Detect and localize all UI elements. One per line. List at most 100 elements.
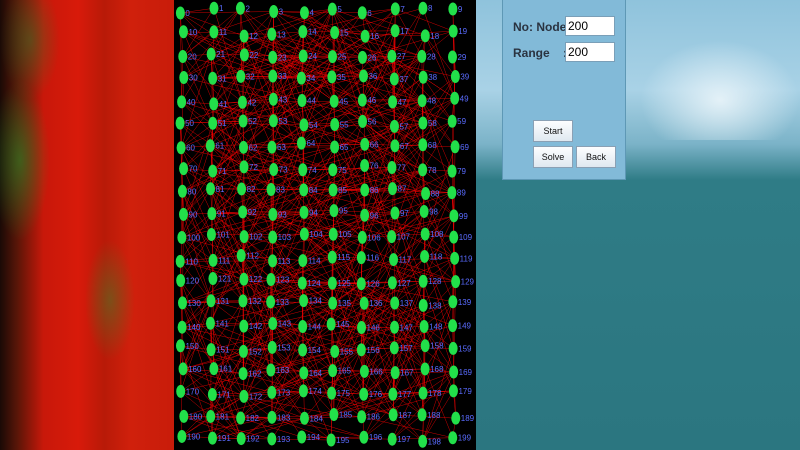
node xyxy=(238,344,248,358)
edge xyxy=(180,300,212,392)
edge xyxy=(243,347,273,397)
edge xyxy=(243,351,305,419)
edge xyxy=(182,323,211,369)
node xyxy=(208,164,218,178)
edge xyxy=(304,8,333,13)
node xyxy=(297,94,307,108)
edge xyxy=(361,257,424,282)
edge xyxy=(210,300,303,327)
node-label: 12 xyxy=(249,32,258,41)
edge xyxy=(364,371,396,373)
node-label: 96 xyxy=(370,211,379,220)
node xyxy=(449,365,459,379)
edge xyxy=(392,77,424,103)
edge xyxy=(302,145,395,170)
edge xyxy=(362,121,396,146)
edge xyxy=(303,101,393,126)
node xyxy=(298,254,308,268)
network-canvas[interactable]: 0 1 2 3 4 5 6 7 8 9 10 11 12 13 14 15 16 17 18 19 20 21 22 23 24… xyxy=(174,0,476,450)
node-label: 109 xyxy=(459,233,473,242)
edge xyxy=(270,349,362,371)
edge xyxy=(180,261,272,280)
node-label: 8 xyxy=(428,4,433,13)
edge xyxy=(303,371,365,392)
node xyxy=(239,272,249,286)
edge xyxy=(392,394,423,415)
edge xyxy=(422,169,453,172)
node xyxy=(299,118,309,132)
node xyxy=(236,69,246,83)
node xyxy=(237,182,247,196)
edge xyxy=(272,146,335,215)
edge xyxy=(272,323,335,352)
edge xyxy=(332,169,426,194)
edge xyxy=(362,56,393,101)
edge xyxy=(334,30,396,102)
edge xyxy=(361,327,364,395)
edge xyxy=(334,100,423,125)
edge xyxy=(270,256,333,280)
edge xyxy=(183,77,213,124)
solve-button[interactable]: Solve xyxy=(533,146,573,168)
edge xyxy=(424,256,455,259)
start-button[interactable]: Start xyxy=(533,120,573,142)
edge xyxy=(364,169,423,191)
range-input[interactable] xyxy=(565,42,615,62)
edge xyxy=(271,76,274,148)
edge xyxy=(244,35,333,57)
node-label: 134 xyxy=(309,297,323,306)
edge xyxy=(183,31,245,56)
node xyxy=(208,272,218,286)
edge xyxy=(332,303,365,371)
edge xyxy=(182,279,244,304)
node xyxy=(206,343,216,357)
node-label: 51 xyxy=(218,119,227,128)
edge xyxy=(303,144,365,213)
edge xyxy=(332,12,363,57)
nodes-input[interactable] xyxy=(565,16,615,36)
node-label: 17 xyxy=(400,27,409,36)
edge xyxy=(364,36,423,101)
node-label: 63 xyxy=(277,143,286,152)
edge xyxy=(332,282,395,304)
node xyxy=(389,253,399,267)
node xyxy=(176,141,186,155)
edge xyxy=(362,57,424,124)
edge xyxy=(333,394,364,415)
edge xyxy=(334,126,395,148)
edge xyxy=(181,188,211,238)
edge xyxy=(212,236,245,279)
node-label: 5 xyxy=(337,5,342,14)
node-label: 100 xyxy=(187,233,201,242)
edge xyxy=(303,165,365,191)
edge xyxy=(183,102,243,169)
edge xyxy=(243,373,304,392)
edge xyxy=(423,77,453,122)
node-label: 106 xyxy=(367,233,381,242)
edge xyxy=(243,36,274,100)
node xyxy=(417,408,427,422)
edge xyxy=(301,121,363,144)
node xyxy=(297,430,307,444)
node-label: 50 xyxy=(185,119,194,128)
edge xyxy=(183,147,244,215)
edge xyxy=(394,347,426,370)
edge xyxy=(362,99,423,124)
edge xyxy=(242,169,333,213)
node-label: 43 xyxy=(278,95,287,104)
edge xyxy=(243,369,272,397)
node xyxy=(330,118,340,132)
node-label: 192 xyxy=(246,435,260,444)
node xyxy=(266,295,276,309)
edge xyxy=(244,210,334,237)
edge xyxy=(331,76,423,101)
edge xyxy=(183,347,273,370)
edge xyxy=(332,215,365,258)
edge xyxy=(422,348,454,442)
edge xyxy=(242,189,334,213)
node-label: 37 xyxy=(399,75,408,84)
node xyxy=(176,384,186,398)
back-button[interactable]: Back xyxy=(576,146,616,168)
edge xyxy=(243,146,335,168)
node-label: 157 xyxy=(399,344,413,353)
